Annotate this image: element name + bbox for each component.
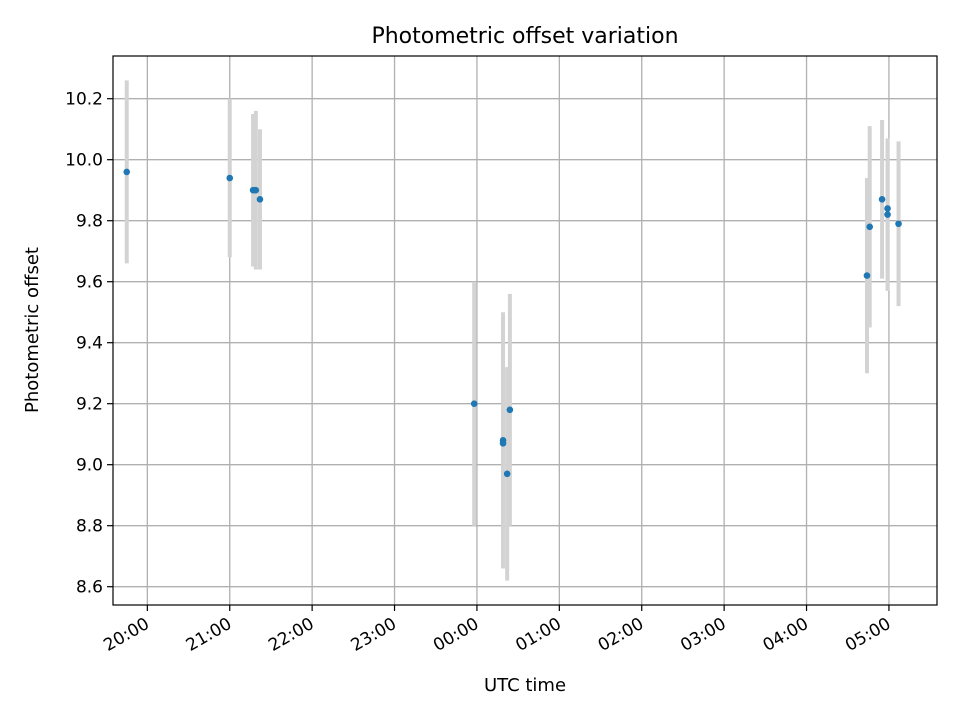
data-point (470, 400, 478, 408)
y-tick-label: 9.4 (76, 334, 103, 354)
data-point (863, 272, 871, 279)
grid-layer (113, 56, 937, 605)
data-point (252, 186, 260, 194)
y-tick-label: 8.8 (76, 517, 103, 537)
y-tick-label: 9.0 (76, 456, 103, 476)
point-layer (123, 168, 902, 478)
x-axis-label: UTC time (484, 675, 566, 696)
data-point (878, 196, 886, 203)
data-point (506, 406, 514, 414)
plot-frame (112, 55, 938, 606)
y-tick-label: 9.2 (76, 395, 103, 415)
chart-title: Photometric offset variation (371, 24, 678, 49)
data-point (123, 168, 131, 176)
y-tick-label: 10.0 (65, 151, 103, 171)
data-point (895, 220, 902, 228)
y-tick-label: 10.2 (65, 90, 103, 110)
data-point (884, 205, 891, 212)
data-point (884, 211, 891, 218)
data-point (499, 440, 507, 447)
y-tick-label: 9.8 (76, 212, 103, 232)
y-axis-label: Photometric offset (22, 247, 43, 413)
data-point (503, 470, 511, 478)
data-point (256, 196, 264, 203)
data-point (866, 223, 874, 231)
data-point (226, 174, 234, 182)
y-tick-label: 8.6 (76, 578, 103, 598)
y-tick-label: 9.6 (76, 273, 103, 293)
